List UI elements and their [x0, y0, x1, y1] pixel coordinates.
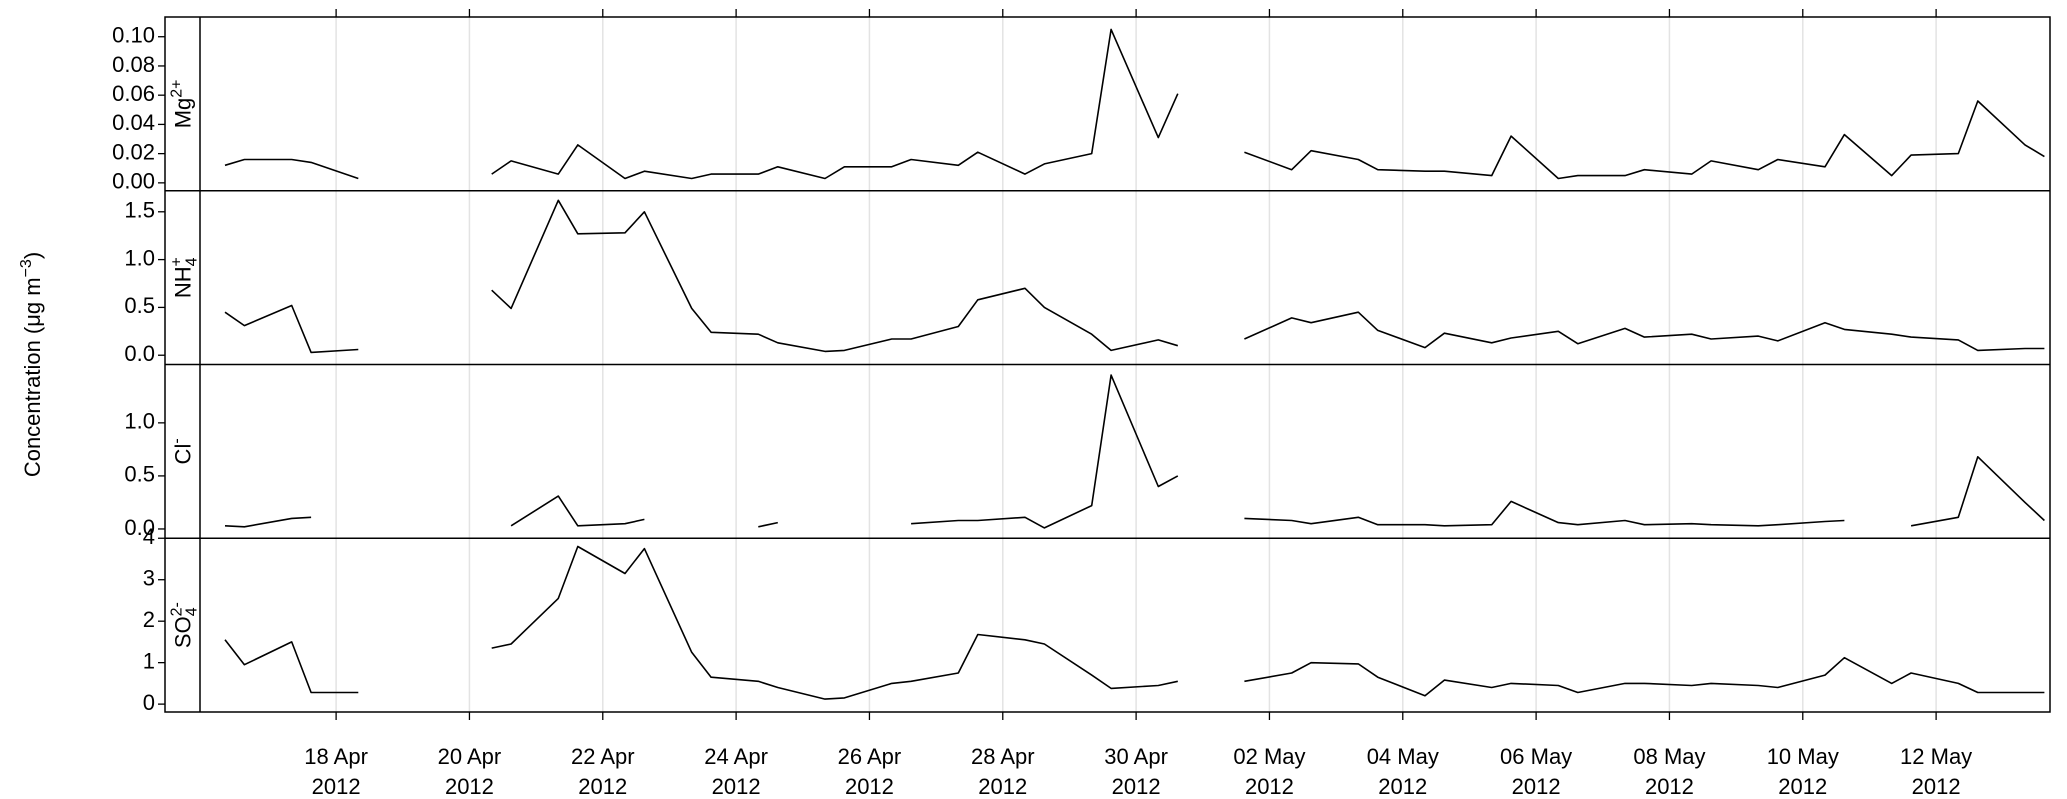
x-tick-label-line: 12 May — [1900, 744, 1972, 769]
label-part: Mg — [171, 98, 196, 129]
y-tick-label: 1.5 — [124, 198, 155, 223]
label-part: 2+ — [169, 79, 186, 97]
x-tick-label-line: 2012 — [1512, 774, 1561, 799]
series-line — [224, 199, 2045, 354]
y-tick-label: 0.06 — [112, 81, 155, 106]
x-tick-label-line: 08 May — [1633, 744, 1705, 769]
x-tick-label-line: 2012 — [1912, 774, 1961, 799]
x-tick-label-line: 2012 — [1645, 774, 1694, 799]
label-part: Cl — [171, 444, 196, 465]
label-part: 4 — [184, 257, 201, 266]
x-tick-label-line: 2012 — [445, 774, 494, 799]
x-tick-label-line: 20 Apr — [438, 744, 502, 769]
x-tick-label: 06 May 2012 — [1500, 744, 1572, 799]
x-tick-label: 28 Apr 2012 — [971, 744, 1035, 799]
panel-label: Mg2+ — [169, 79, 196, 128]
y-tick-label: 1.0 — [124, 245, 155, 270]
x-tick-label: 12 May 2012 — [1900, 744, 1972, 799]
y-tick-label: 0.0 — [124, 341, 155, 366]
x-tick-label-line: 28 Apr — [971, 744, 1035, 769]
panel-label: Cl- — [169, 438, 196, 464]
y-tick-label: 2 — [143, 607, 155, 632]
series-line — [224, 545, 2045, 700]
x-tick-label: 20 Apr 2012 — [438, 744, 502, 799]
x-tick-label-line: 24 Apr — [704, 744, 768, 769]
x-tick-label: 30 Apr 2012 — [1104, 744, 1168, 799]
x-tick-label-line: 2012 — [978, 774, 1027, 799]
x-tick-label-line: 30 Apr — [1104, 744, 1168, 769]
panel-label: NH4+ — [169, 257, 201, 298]
y-tick-label: 1 — [143, 648, 155, 673]
y-tick-label: 0 — [143, 690, 155, 715]
y-tick-label: 0.5 — [124, 462, 155, 487]
label-part: 4 — [184, 607, 201, 616]
label-part: + — [169, 257, 186, 266]
y-tick-label: 4 — [143, 524, 155, 549]
x-tick-label-line: 10 May — [1767, 744, 1839, 769]
y-tick-label: 0.5 — [124, 293, 155, 318]
label-part: NH — [171, 266, 196, 298]
x-tick-label-line: 2012 — [1778, 774, 1827, 799]
x-tick-label-line: 06 May — [1500, 744, 1572, 769]
panel-label: SO42- — [169, 602, 201, 648]
y-axis-label: Concentration (μg m−3) — [18, 252, 45, 477]
frame — [164, 16, 2051, 713]
x-tick-label-line: 02 May — [1233, 744, 1305, 769]
x-tick-label-line: 22 Apr — [571, 744, 635, 769]
x-tick-label: 22 Apr 2012 — [571, 744, 635, 799]
x-tick-label: 26 Apr 2012 — [838, 744, 902, 799]
x-tick-label: 08 May 2012 — [1633, 744, 1705, 799]
x-tick-label: 24 Apr 2012 — [704, 744, 768, 799]
x-tick-label: 02 May 2012 — [1233, 744, 1305, 799]
x-tick-label-line: 2012 — [578, 774, 627, 799]
y-tick-label: 0.00 — [112, 169, 155, 194]
x-tick-label-line: 04 May — [1367, 744, 1439, 769]
y-tick-label: 0.08 — [112, 52, 155, 77]
label-part: ) — [20, 252, 45, 259]
y-tick-label: 0.0 — [124, 515, 155, 540]
x-tick-label-line: 26 Apr — [838, 744, 902, 769]
label-part: - — [169, 438, 186, 443]
series-line — [224, 374, 2045, 529]
y-tick-label: 0.10 — [112, 23, 155, 48]
x-tick-label: 10 May 2012 — [1767, 744, 1839, 799]
x-tick-label-line: 2012 — [1112, 774, 1161, 799]
x-tick-label-line: 2012 — [312, 774, 361, 799]
x-tick-label: 18 Apr 2012 — [304, 744, 368, 799]
series-line — [224, 28, 2045, 180]
y-tick-label: 0.02 — [112, 139, 155, 164]
x-tick-label-line: 2012 — [1245, 774, 1294, 799]
y-tick-label: 1.0 — [124, 409, 155, 434]
label-part: 2- — [169, 602, 186, 616]
label-part: SO — [171, 616, 196, 648]
y-tick-label: 3 — [143, 566, 155, 591]
x-tick-label-line: 2012 — [845, 774, 894, 799]
x-tick-label-line: 2012 — [1378, 774, 1427, 799]
x-tick-label: 04 May 2012 — [1367, 744, 1439, 799]
label-part: Concentration (μg m — [20, 277, 45, 477]
x-tick-label-line: 2012 — [712, 774, 761, 799]
label-part: −3 — [18, 259, 35, 277]
y-tick-label: 0.04 — [112, 110, 155, 135]
x-tick-label-line: 18 Apr — [304, 744, 368, 769]
